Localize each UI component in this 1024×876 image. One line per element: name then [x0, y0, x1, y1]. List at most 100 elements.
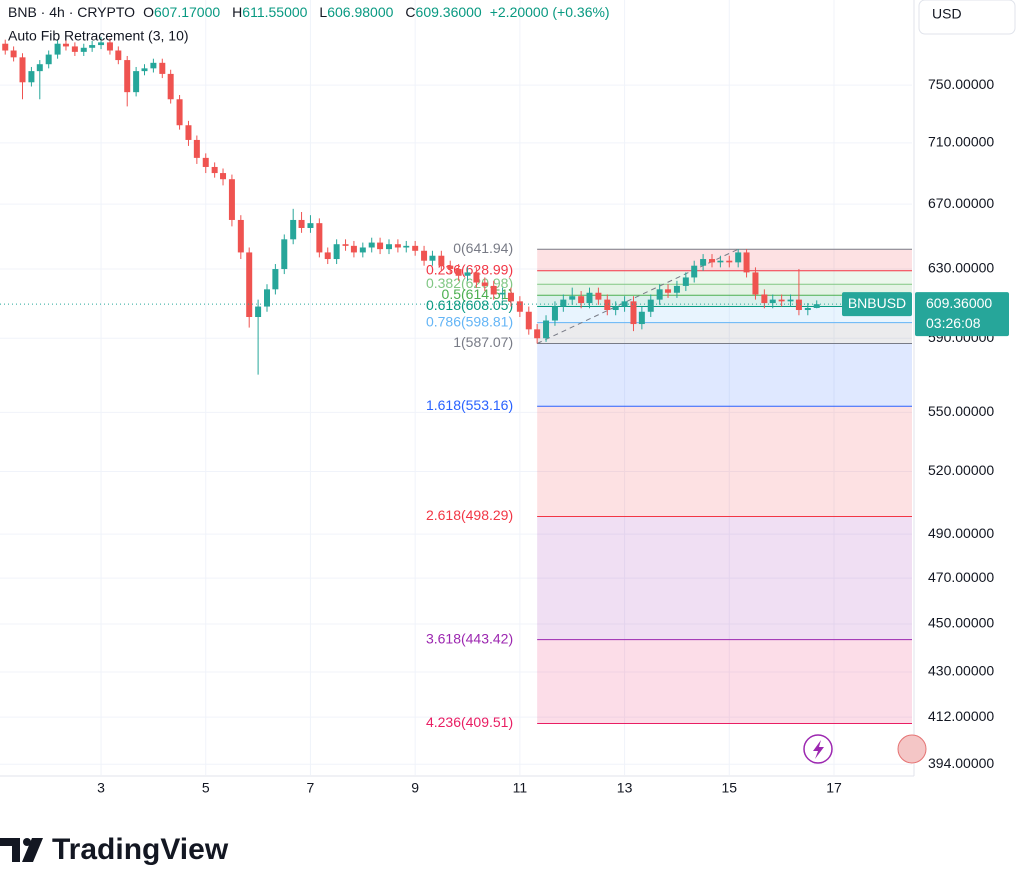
header: BNB · 4h · CRYPTO O607.17000 H611.55000 L60… — [8, 4, 610, 20]
candle-body — [578, 296, 585, 304]
candle-body — [638, 311, 645, 325]
candle-body — [385, 244, 392, 250]
fib-level-label: 1.618(553.16) — [426, 397, 513, 413]
fib-level-label: 0.786(598.81) — [426, 313, 513, 329]
candle-body — [98, 42, 105, 46]
candle-body — [656, 289, 663, 300]
candle-body — [124, 60, 131, 93]
x-tick-label: 13 — [617, 780, 633, 796]
y-tick-label: 630.00000 — [928, 260, 994, 276]
candle-body — [647, 299, 654, 312]
candle-body — [394, 244, 401, 248]
fib-zone — [537, 284, 912, 296]
candle-body — [717, 260, 724, 263]
candle-body — [89, 45, 96, 48]
fib-level-label: 4.236(409.51) — [426, 714, 513, 730]
fib-trend-line — [536, 248, 739, 344]
x-tick-label: 3 — [97, 780, 105, 796]
candle-body — [228, 179, 235, 220]
candle-body — [45, 54, 52, 65]
ohlc-key: L — [319, 4, 327, 20]
candle-body — [246, 252, 253, 318]
candle-body — [290, 219, 297, 240]
candle-body — [237, 219, 244, 253]
fib-zone — [537, 343, 912, 407]
candle-body — [211, 166, 218, 174]
candle-body — [455, 269, 462, 276]
fib-zone — [537, 322, 912, 344]
currency-button[interactable] — [918, 0, 1016, 35]
y-tick-label: 550.00000 — [928, 403, 994, 419]
x-tick-label: 15 — [721, 780, 737, 796]
candle-body — [665, 289, 672, 293]
candle-body — [220, 173, 227, 180]
candles — [2, 36, 820, 375]
candle-body — [150, 62, 157, 69]
candle-body — [324, 252, 331, 260]
fib-level-label: 0.618(608.05) — [426, 297, 513, 313]
symbol: BNB · 4h · CRYPTO — [8, 4, 135, 20]
ohlc-key: H — [232, 4, 242, 20]
fib-level-label: 3.618(443.42) — [426, 630, 513, 646]
candle-body — [778, 299, 785, 302]
axes: 394.00000 412.00000 430.00000 450.00000 470.… — [0, 76, 1009, 796]
candle-body — [316, 223, 323, 253]
fib-zone — [537, 516, 912, 640]
candle-body — [368, 242, 375, 248]
x-tick-label: 11 — [513, 780, 528, 796]
candle-body — [377, 242, 384, 250]
fib-zone — [537, 270, 912, 285]
candle-body — [255, 306, 262, 318]
candle-body — [28, 71, 35, 83]
ohlc-value: 609.36000 — [416, 4, 482, 20]
candle-body — [176, 99, 183, 126]
candle-body — [307, 223, 314, 228]
y-tick-label: 470.00000 — [928, 569, 994, 585]
fib-zone — [537, 249, 912, 271]
flag-icon[interactable] — [897, 734, 927, 764]
candle-body — [630, 301, 637, 325]
candle-body — [691, 265, 698, 278]
candle-body — [298, 219, 305, 228]
candle-body — [804, 307, 811, 311]
fib-zone — [537, 295, 912, 307]
candle-body — [543, 320, 550, 339]
candle-body — [403, 245, 410, 248]
candle-body — [682, 277, 689, 286]
candle-body — [281, 239, 288, 270]
candle-body — [473, 272, 480, 283]
y-tick-label: 750.00000 — [928, 76, 994, 92]
candle-body — [612, 306, 619, 311]
y-tick-label: 490.00000 — [928, 525, 994, 541]
candle-body — [342, 244, 349, 246]
fib-zone — [537, 406, 912, 517]
candle-body — [586, 292, 593, 304]
candle-body — [507, 292, 514, 302]
candle-body — [185, 125, 192, 140]
fib-zone — [537, 639, 912, 724]
candle-body — [795, 299, 802, 311]
candle-body — [447, 265, 454, 270]
price-tag-countdown: 03:26:08 — [926, 315, 981, 331]
candle-body — [80, 47, 87, 52]
candle-body — [115, 50, 122, 61]
y-tick-label: 412.00000 — [928, 708, 994, 724]
logo-mark — [22, 838, 43, 862]
candle-body — [202, 157, 209, 167]
candle-body — [429, 255, 436, 261]
symbol-tag — [842, 292, 912, 317]
candle-body — [438, 255, 445, 266]
candle-body — [743, 252, 750, 273]
logo-mark — [0, 838, 20, 862]
candle-body — [499, 292, 506, 295]
candle-body — [481, 282, 488, 286]
candle-body — [752, 272, 759, 295]
change: +2.20000 (+0.36%) — [490, 4, 610, 20]
candle-body — [560, 299, 567, 307]
symbol-tag-label: BNBUSD — [848, 295, 906, 311]
x-tick-label: 5 — [202, 780, 210, 796]
candle-body — [36, 64, 43, 72]
fib-level-label: 2.618(498.29) — [426, 507, 513, 523]
